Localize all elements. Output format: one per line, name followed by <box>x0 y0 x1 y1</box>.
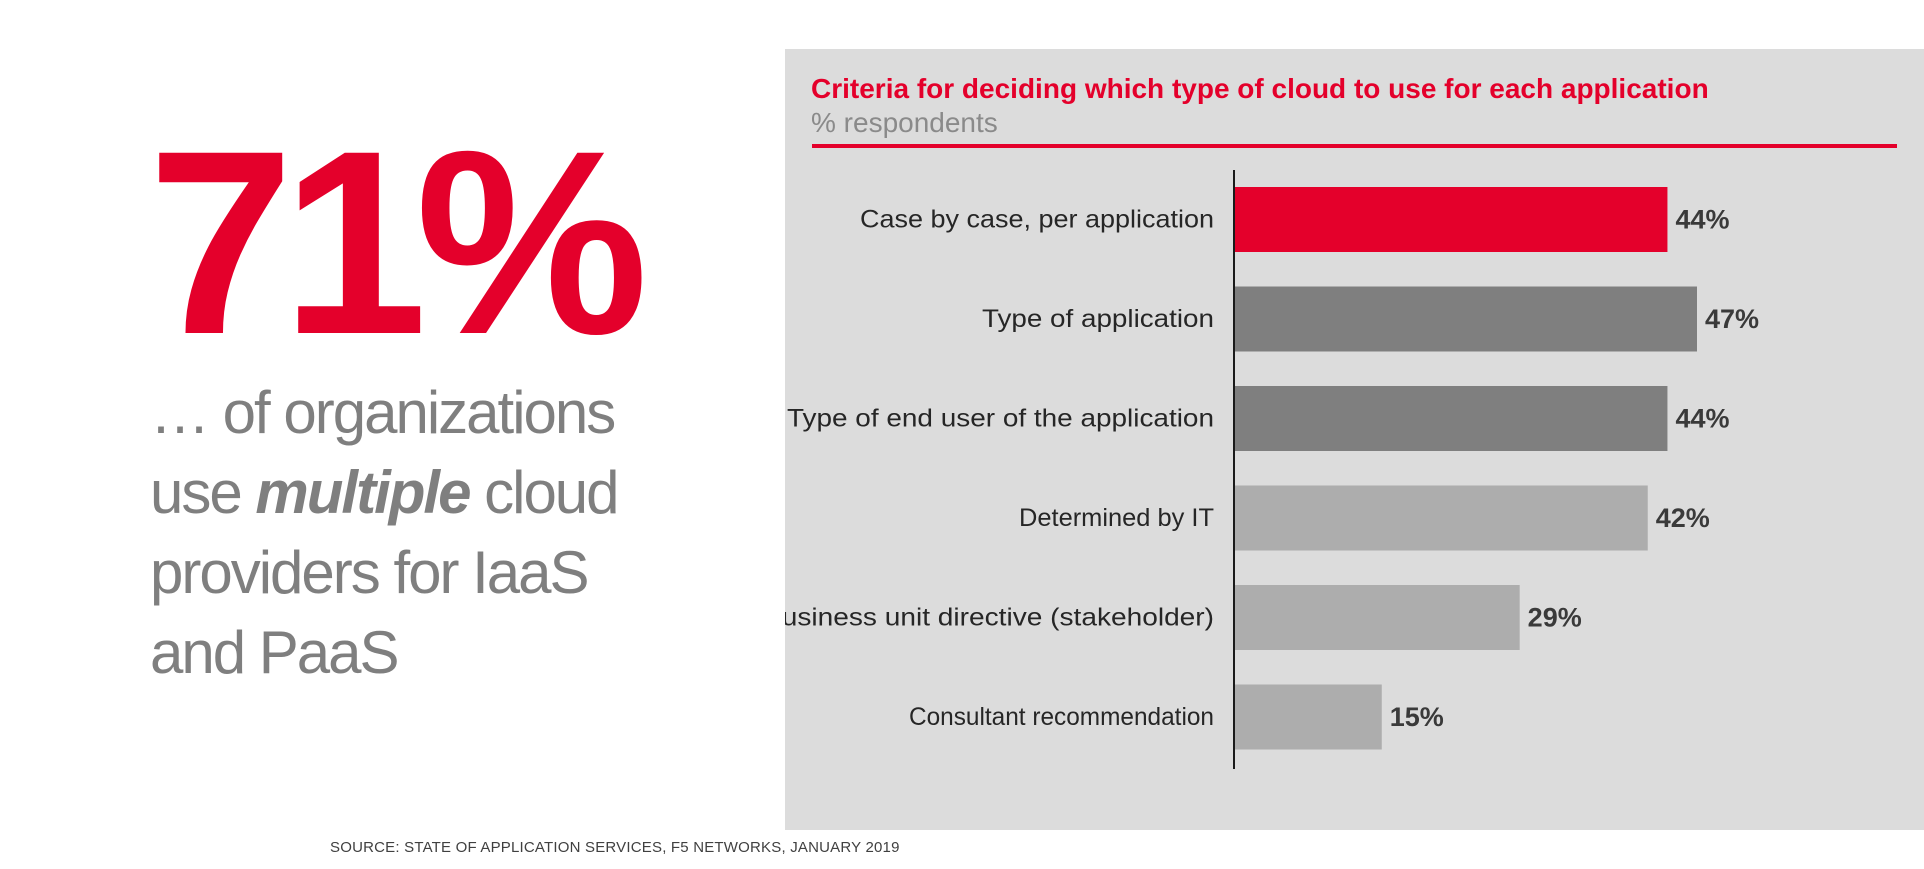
value-label: 42% <box>1656 503 1710 533</box>
category-label: Type of application <box>982 305 1214 333</box>
chart-subtitle: % respondents <box>811 107 998 138</box>
bar <box>1234 286 1697 352</box>
category-label: Case by case, per application <box>860 206 1214 234</box>
value-label: 47% <box>1705 304 1759 334</box>
description-line-3: providers for IaaS <box>150 539 590 606</box>
description-line-2-start: use <box>150 459 256 526</box>
bar <box>1234 386 1668 451</box>
category-label: Business unit directive (stakeholder) <box>785 604 1214 632</box>
bar-chart: Case by case, per application 44% Type of … <box>785 170 1759 769</box>
value-label: 29% <box>1528 603 1582 633</box>
description-emphasis: multiple <box>255 459 471 526</box>
description-line-4: and PaaS <box>150 619 400 686</box>
bar <box>1234 187 1668 252</box>
description-line-1: … of organizations <box>150 379 616 446</box>
bar <box>1234 585 1520 650</box>
bar <box>1234 485 1648 551</box>
headline-stat: 71% <box>148 96 648 389</box>
category-label: Consultant recommendation <box>909 703 1214 731</box>
description-line-2: use multiple cloud <box>150 453 630 533</box>
headline-description: … of organizations use multiple cloud pr… <box>150 373 630 693</box>
category-label: Type of end user of the application <box>787 405 1214 433</box>
category-label: Determined by IT <box>1019 504 1214 532</box>
chart-panel: Criteria for deciding which type of clou… <box>785 49 1924 830</box>
description-line-2-end: cloud <box>469 459 619 526</box>
title-rule <box>812 144 1897 148</box>
value-label: 15% <box>1390 702 1444 732</box>
chart-title: Criteria for deciding which type of clou… <box>811 73 1709 104</box>
bar <box>1234 684 1382 750</box>
source-note: SOURCE: STATE OF APPLICATION SERVICES, F… <box>330 839 900 856</box>
value-label: 44% <box>1675 404 1729 434</box>
value-label: 44% <box>1675 205 1729 235</box>
